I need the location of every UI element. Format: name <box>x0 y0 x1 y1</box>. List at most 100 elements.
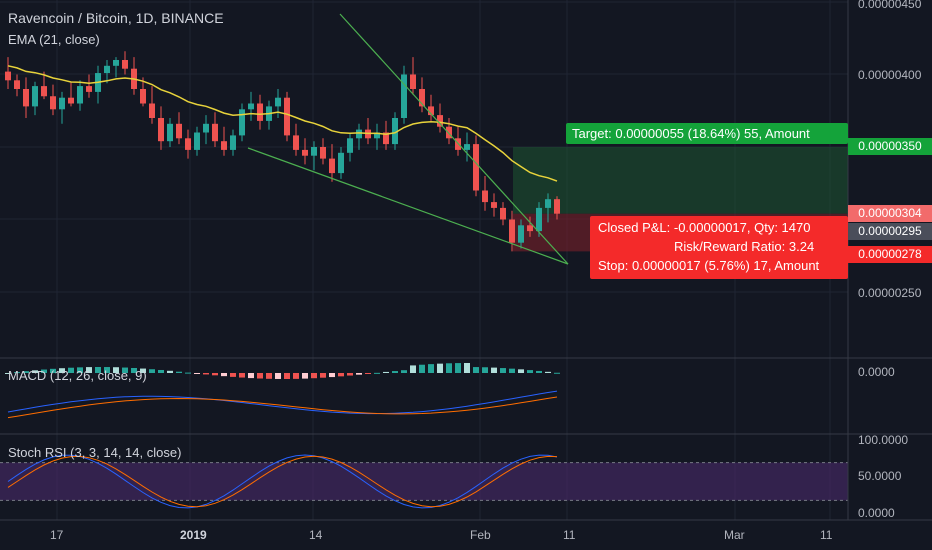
macd-tick: 0.0000 <box>858 365 895 379</box>
macd-bar <box>140 368 146 373</box>
candle-body <box>158 118 164 142</box>
macd-bar <box>428 364 434 373</box>
candle-body <box>311 147 317 156</box>
risk-reward-label: Risk/Reward Ratio: 3.24 <box>674 239 815 254</box>
candle-body <box>149 103 155 118</box>
stoch-rsi-indicator-label[interactable]: Stoch RSI (3, 3, 14, 14, close) <box>8 445 182 460</box>
candle-body <box>401 74 407 118</box>
macd-bar <box>536 370 542 373</box>
macd-bar <box>221 373 227 377</box>
candles-layer <box>5 51 560 252</box>
signal-line <box>7 396 558 419</box>
stop-info-box[interactable]: Closed P&L: -0.00000017, Qty: 1470 Risk/… <box>590 216 848 279</box>
price-tick: 0.00000400 <box>858 68 922 82</box>
macd-bar <box>545 371 551 373</box>
macd-bar <box>455 363 461 373</box>
macd-bar <box>41 369 47 373</box>
candle-body <box>329 158 335 174</box>
candle-body <box>464 144 470 150</box>
stop-label: Stop: 0.00000017 (5.76%) 17, Amount <box>598 258 820 273</box>
macd-bar <box>311 373 317 379</box>
macd-bar <box>239 373 245 378</box>
macd-bar <box>185 372 191 374</box>
candle-body <box>86 86 92 92</box>
macd-bar <box>5 373 11 374</box>
candle-body <box>491 202 497 208</box>
stop-price-badge: 0.00000278 <box>848 246 932 263</box>
candle-body <box>32 86 38 107</box>
price-tick: 0.00000450 <box>858 0 922 11</box>
macd-bar <box>113 367 119 373</box>
candle-body <box>392 118 398 145</box>
macd-bar <box>401 370 407 373</box>
macd-bar <box>491 367 497 373</box>
macd-bar <box>419 364 425 373</box>
macd-bar <box>329 373 335 378</box>
macd-indicator-label[interactable]: MACD (12, 26, close, 9) <box>8 368 147 383</box>
macd-bar <box>77 367 83 373</box>
candle-body <box>419 89 425 107</box>
candle-body <box>167 123 173 142</box>
ema-curve <box>7 65 558 182</box>
macd-bar <box>464 363 470 373</box>
candle-body <box>428 106 434 116</box>
macd-bar <box>473 367 479 373</box>
chart-title[interactable]: Ravencoin / Bitcoin, 1D, BINANCE <box>8 10 224 26</box>
time-tick: 17 <box>50 528 64 542</box>
candle-body <box>230 135 236 150</box>
candle-body <box>5 71 11 81</box>
candle-body <box>338 152 344 174</box>
candle-body <box>176 123 182 139</box>
candle-body <box>347 138 353 153</box>
macd-bar <box>203 373 209 375</box>
macd-bar <box>176 371 182 373</box>
current-price-badge: 0.00000295 <box>848 223 932 240</box>
candle-body <box>509 219 515 243</box>
candle-body <box>257 103 263 121</box>
macd-bar <box>266 373 272 379</box>
candle-body <box>140 89 146 104</box>
macd-bar <box>338 373 344 377</box>
candle-body <box>284 97 290 136</box>
macd-bar <box>554 372 560 374</box>
macd-bar <box>410 365 416 373</box>
time-tick: 14 <box>309 528 323 542</box>
macd-bar <box>275 373 281 379</box>
macd-bar <box>230 373 236 377</box>
candle-body <box>293 135 299 150</box>
macd-bar <box>104 367 110 373</box>
macd-bar <box>446 363 452 373</box>
macd-bar <box>374 372 380 374</box>
macd-bar <box>131 367 137 373</box>
macd-bar <box>32 370 38 373</box>
candle-body <box>77 86 83 104</box>
candle-body <box>320 147 326 159</box>
target-label[interactable]: Target: 0.00000055 (18.64%) 55, Amount <box>566 123 848 144</box>
ema-indicator-label[interactable]: EMA (21, close) <box>8 32 100 47</box>
candle-body <box>221 141 227 150</box>
candle-body <box>122 60 128 69</box>
candle-body <box>275 97 281 107</box>
candle-body <box>482 190 488 203</box>
time-tick: 2019 <box>180 528 207 542</box>
candle-body <box>437 115 443 127</box>
candle-body <box>185 138 191 150</box>
candle-body <box>239 109 245 136</box>
macd-bar <box>320 373 326 378</box>
candle-body <box>383 132 389 145</box>
candle-body <box>356 129 362 139</box>
macd-pane <box>5 363 560 419</box>
candle-body <box>50 96 56 110</box>
macd-bar <box>500 368 506 373</box>
entry-price-badge: 0.00000304 <box>848 205 932 222</box>
macd-bar <box>158 369 164 373</box>
candle-body <box>446 126 452 139</box>
chart-grid <box>0 0 848 520</box>
macd-bar <box>68 367 74 373</box>
candle-body <box>212 123 218 142</box>
candle-body <box>500 207 506 220</box>
candle-body <box>41 86 47 97</box>
stoch-rsi-pane <box>0 454 848 509</box>
macd-bar <box>14 372 20 374</box>
closed-pl-label: Closed P&L: -0.00000017, Qty: 1470 <box>598 220 811 235</box>
